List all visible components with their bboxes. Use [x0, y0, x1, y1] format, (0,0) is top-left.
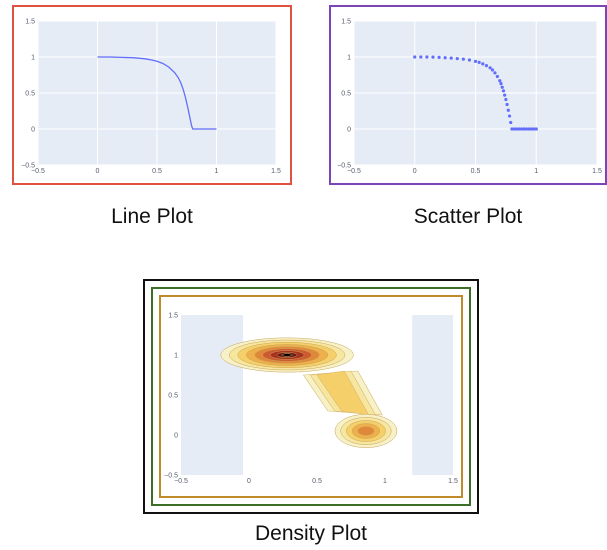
line-y-tick-label: −0.5: [21, 163, 35, 170]
line-y-tick-label: 0.5: [25, 91, 35, 98]
scatter-point: [493, 71, 497, 75]
density-y-tick-label: −0.5: [164, 473, 178, 480]
line-y-tick-label: 1.5: [25, 19, 35, 26]
scatter-plot-svg: −0.5−0.5 0 0 0.5 0.5 1 1 1.5 1.5: [337, 19, 602, 176]
density-plot-svg: −0.5−0.5 0 0 0.5 0.5 1 1 1.5 1.5: [164, 313, 458, 486]
scatter-plot-panel: −0.5 −0.5 0 0 0.5 0.5 1 1 1.5 1.5: [329, 5, 607, 185]
line-x-tick-label: 0: [96, 168, 100, 175]
line-plot-panel: −0.5 −0.5 0 0 0.5 0.5 1 1 1.5 1.5: [12, 5, 292, 185]
scatter-point: [510, 127, 514, 131]
density-plot-area-right: [412, 315, 453, 475]
scatter-point: [477, 60, 481, 64]
scatter-point: [517, 127, 521, 131]
line-series: [97, 56, 217, 130]
scatter-point: [534, 127, 538, 131]
density-frame-green: [151, 287, 471, 506]
scatter-point: [467, 58, 472, 62]
scatter-y-tick-label: 1: [347, 55, 351, 62]
line-x-tick-label: 0.5: [152, 168, 162, 175]
scatter-point: [498, 79, 502, 83]
scatter-point: [484, 64, 489, 68]
line-plot-svg: −0.5−0.5 0 0 0.5 0.5 1 1 1.5 1.5: [21, 19, 281, 176]
scatter-point: [500, 85, 504, 89]
scatter-point: [437, 55, 441, 59]
density-x-tick-label: −0.5: [174, 478, 188, 485]
scatter-y-tick-label: 1.5: [341, 19, 351, 26]
scatter-point: [532, 127, 536, 131]
scatter-point: [503, 93, 507, 97]
scatter-y-tick-label: 0.5: [341, 91, 351, 98]
line-x-tick-label: −0.5: [31, 168, 45, 175]
line-plot-caption: Line Plot: [111, 205, 193, 228]
scatter-point: [506, 108, 510, 112]
scatter-point: [512, 127, 516, 131]
scatter-point: [527, 127, 531, 131]
scatter-x-tick-label: 0.5: [471, 168, 481, 175]
density-y-tick-label: 0.5: [168, 393, 178, 400]
scatter-point: [490, 68, 495, 72]
scatter-point: [520, 127, 524, 131]
density-y-tick-label: 0: [174, 433, 178, 440]
scatter-point: [455, 56, 459, 61]
scatter-point: [431, 55, 435, 59]
line-x-tick-label: 1.5: [271, 168, 281, 175]
density-y-tick-label: 1.5: [168, 313, 178, 320]
density-contour-upper: [281, 353, 293, 357]
scatter-point: [488, 66, 492, 70]
density-plot-area-left: [181, 315, 243, 475]
scatter-point: [522, 127, 526, 131]
scatter-point: [443, 56, 447, 60]
scatter-point: [481, 62, 485, 66]
scatter-point: [515, 127, 519, 131]
scatter-point: [425, 55, 429, 59]
density-frame-black: [143, 279, 479, 514]
scatter-x-tick-label: 1: [534, 168, 538, 175]
density-contour-lower: [357, 426, 375, 436]
scatter-y-tick-label: −0.5: [337, 163, 351, 170]
scatter-point: [413, 55, 417, 59]
scatter-point: [524, 127, 529, 131]
line-y-tick-label: 0: [31, 127, 35, 134]
scatter-x-tick-label: −0.5: [347, 168, 361, 175]
scatter-plot-caption: Scatter Plot: [413, 205, 523, 228]
scatter-point: [499, 82, 503, 86]
density-x-tick-label: 0: [247, 478, 251, 485]
density-y-tick-label: 1: [174, 353, 178, 360]
scatter-point: [504, 97, 508, 102]
scatter-y-tick-label: 0: [347, 127, 351, 134]
density-x-tick-label: 1.5: [448, 478, 458, 485]
scatter-point: [501, 89, 506, 93]
line-y-tick-label: 1: [31, 55, 35, 62]
density-plot-caption: Density Plot: [254, 522, 368, 545]
scatter-point: [449, 56, 453, 60]
scatter-point: [505, 102, 509, 107]
density-x-tick-label: 0.5: [312, 478, 322, 485]
density-x-tick-label: 1: [383, 478, 387, 485]
scatter-x-tick-label: 0: [413, 168, 417, 175]
line-x-tick-label: 1: [215, 168, 219, 175]
scatter-x-tick-label: 1.5: [592, 168, 602, 175]
scatter-point: [473, 59, 478, 63]
density-frame-gold: −0.5 −0.5 0 0 0.5 0.5 1 1 1.5 1.5: [159, 295, 463, 498]
scatter-point: [461, 57, 465, 61]
scatter-point: [419, 55, 423, 59]
scatter-point: [507, 114, 512, 118]
scatter-point: [529, 127, 533, 131]
scatter-point: [495, 74, 499, 79]
scatter-point: [509, 120, 513, 125]
